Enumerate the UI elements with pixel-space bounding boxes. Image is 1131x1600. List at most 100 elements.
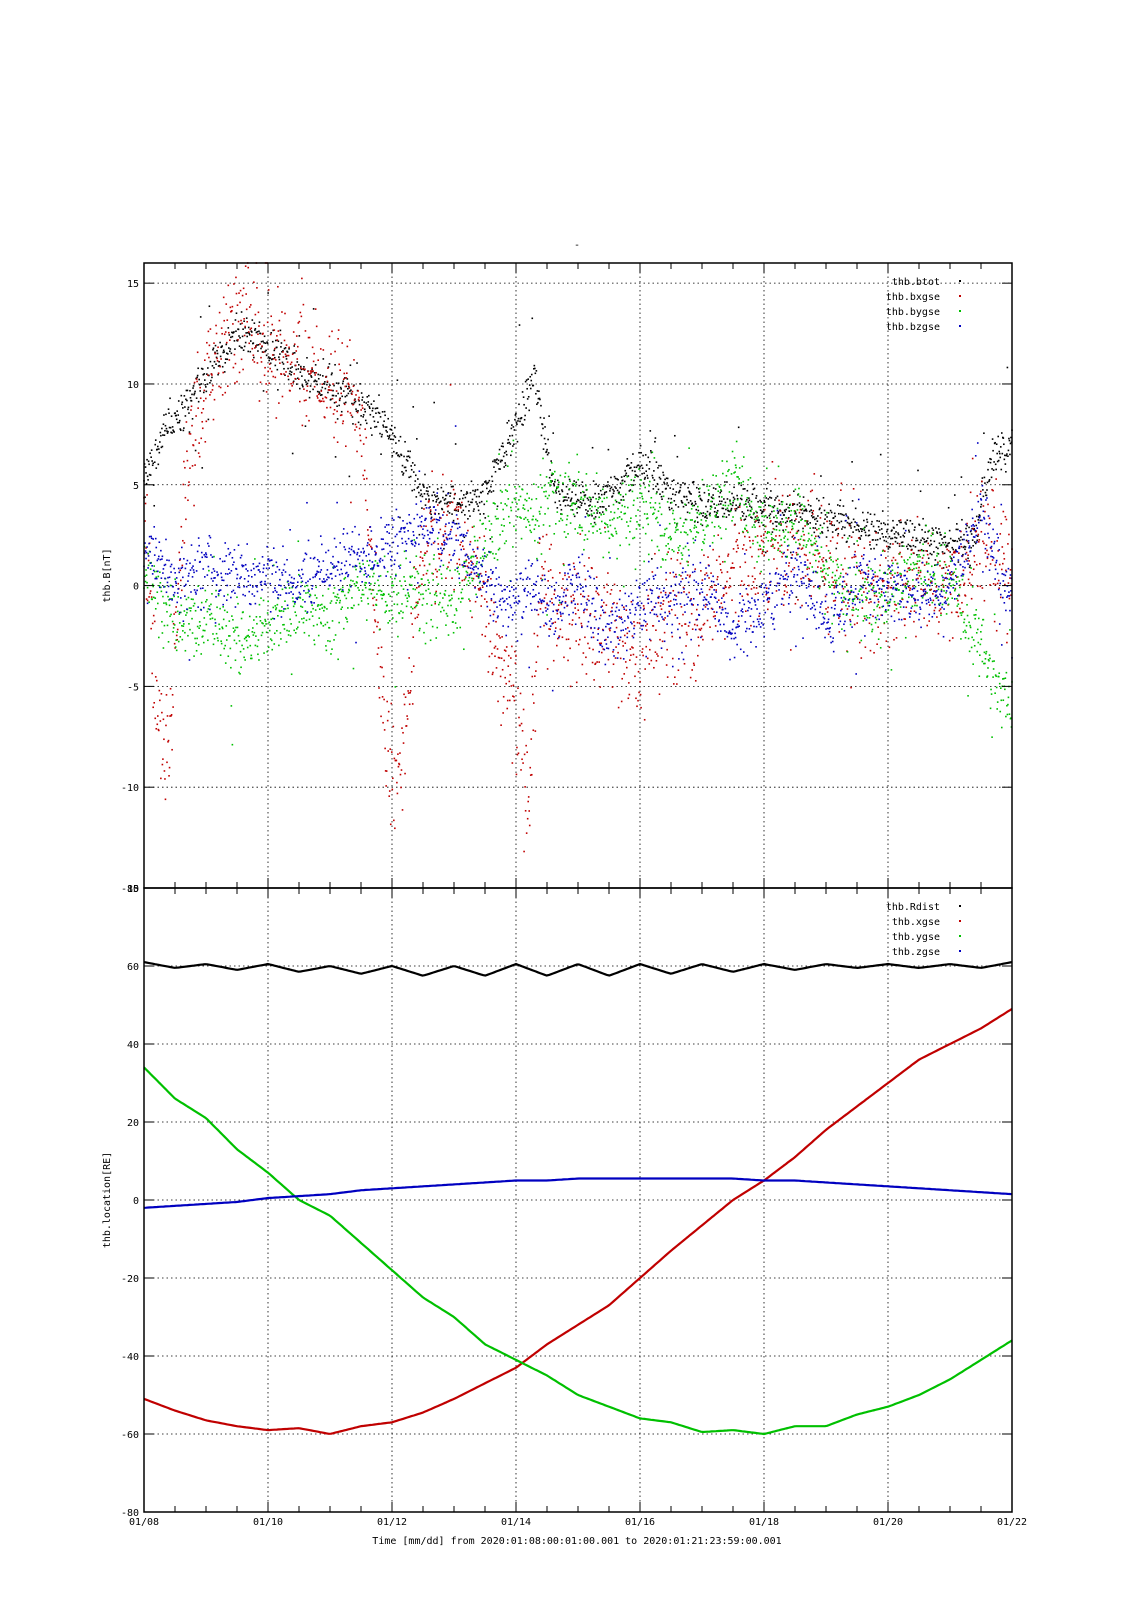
b-data-point <box>355 581 358 583</box>
b-data-point <box>880 593 883 596</box>
b-data-point <box>844 557 846 560</box>
b-data-point <box>797 493 800 495</box>
b-data-point <box>719 489 722 491</box>
b-data-point <box>536 519 539 522</box>
b-data-point <box>866 616 869 619</box>
b-data-point <box>196 374 199 377</box>
b-data-point <box>152 706 154 709</box>
b-data-point <box>280 610 283 612</box>
b-data-point <box>648 461 651 463</box>
b-data-point <box>968 560 970 562</box>
b-data-point <box>515 655 517 657</box>
b-data-point <box>853 543 855 545</box>
b-data-point <box>303 617 305 620</box>
b-data-point <box>886 528 889 531</box>
b-data-point <box>203 389 206 392</box>
b-data-point <box>862 619 865 622</box>
b-data-point <box>665 545 667 547</box>
b-data-point <box>766 608 769 611</box>
b-data-point <box>594 516 597 518</box>
b-data-point <box>432 491 435 494</box>
b-data-point <box>672 550 675 553</box>
b-data-point <box>638 525 641 527</box>
b-data-point <box>967 578 970 581</box>
b-data-point <box>602 486 605 488</box>
b-data-point <box>723 587 726 590</box>
b-data-point <box>384 600 387 603</box>
b-data-point <box>327 389 330 391</box>
b-data-point <box>219 386 222 389</box>
b-data-point <box>336 599 338 602</box>
b-data-point <box>885 557 887 559</box>
b-data-point <box>796 515 798 518</box>
b-data-point <box>963 582 966 585</box>
b-data-point <box>657 510 660 512</box>
b-data-point <box>343 372 346 375</box>
b-data-point <box>535 498 538 500</box>
b-data-point <box>910 563 912 566</box>
b-data-point <box>996 460 999 463</box>
b-data-point <box>223 333 226 336</box>
b-data-point <box>951 553 954 556</box>
b-data-point <box>778 503 781 505</box>
b-data-point <box>772 527 775 530</box>
b-data-point <box>748 584 750 587</box>
b-data-point <box>822 560 824 563</box>
b-data-point <box>738 504 741 507</box>
b-data-point <box>916 560 919 563</box>
b-data-point <box>545 450 548 453</box>
b-data-point <box>759 545 761 547</box>
b-data-point <box>532 515 535 518</box>
b-data-point <box>1009 453 1011 456</box>
b-data-point <box>560 517 562 520</box>
b-data-point <box>456 627 458 629</box>
b-data-point <box>938 621 940 623</box>
b-data-point <box>222 296 225 299</box>
b-data-point <box>510 685 513 687</box>
b-data-point <box>976 495 979 497</box>
b-data-point <box>407 455 410 458</box>
b-data-point <box>492 671 494 674</box>
b-data-point <box>280 638 282 640</box>
b-data-point <box>764 504 767 507</box>
b-data-point <box>703 483 705 486</box>
b-data-point <box>580 504 583 507</box>
b-data-point <box>266 612 269 614</box>
b-data-point <box>448 512 451 514</box>
b-data-point <box>206 341 208 344</box>
b-data-point <box>456 503 458 506</box>
b-data-point <box>975 524 978 527</box>
b-data-point <box>901 592 904 594</box>
b-data-point <box>172 623 175 625</box>
b-data-point <box>919 571 922 574</box>
b-data-point <box>620 476 623 478</box>
b-data-point <box>620 518 623 521</box>
b-data-point <box>150 596 153 598</box>
b-data-point <box>539 474 542 476</box>
b-data-point <box>801 508 804 510</box>
b-data-point <box>608 537 611 540</box>
b-data-point <box>685 531 687 534</box>
b-data-point <box>746 498 748 501</box>
b-data-point <box>552 659 555 662</box>
b-data-point <box>644 668 646 670</box>
b-data-point <box>487 492 489 495</box>
b-data-point <box>179 569 182 572</box>
b-data-point <box>867 581 869 584</box>
b-data-point <box>209 394 211 396</box>
b-data-point <box>721 606 724 609</box>
b-data-point <box>359 383 361 385</box>
b-data-point <box>292 331 295 333</box>
b-data-point <box>820 567 822 569</box>
b-data-point <box>572 562 575 565</box>
b-data-point <box>809 562 811 565</box>
b-data-point <box>876 643 878 645</box>
b-data-point <box>378 628 381 631</box>
b-data-point <box>438 569 441 571</box>
b-data-point <box>907 543 910 546</box>
b-data-point <box>245 332 247 334</box>
b-data-point <box>986 557 989 560</box>
b-data-point <box>689 492 691 495</box>
b-data-point <box>474 489 477 491</box>
b-data-point <box>747 575 750 577</box>
